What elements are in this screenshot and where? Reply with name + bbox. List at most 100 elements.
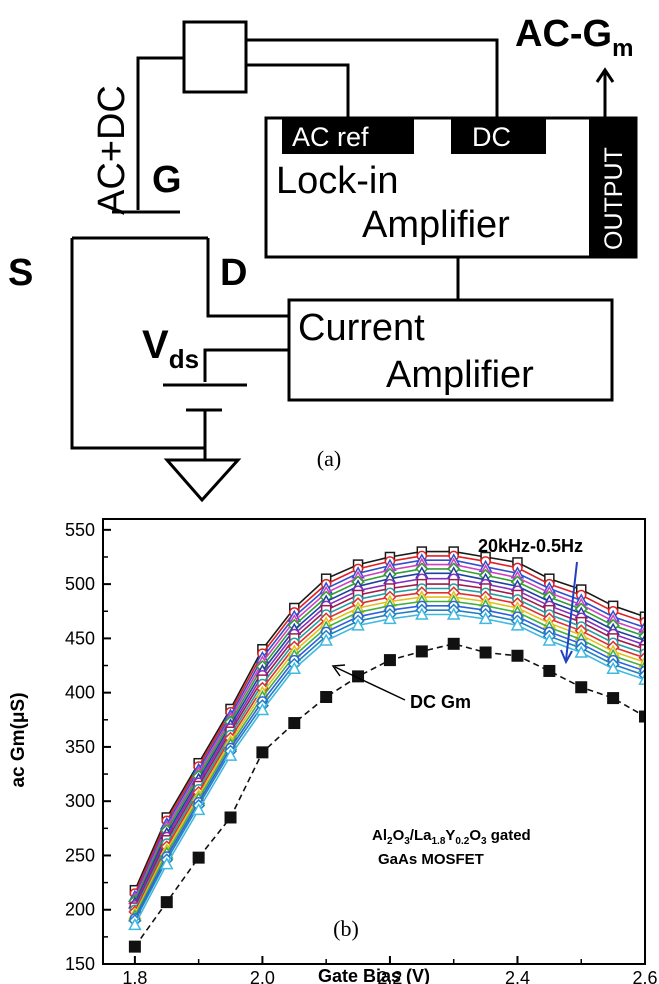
vds-sub: ds — [169, 344, 199, 374]
output-tab-text: OUTPUT — [600, 147, 628, 250]
frequency-range-label: 20kHz-0.5Hz — [478, 536, 583, 556]
gate-label: G — [152, 159, 182, 201]
data-point — [287, 661, 302, 675]
data-point — [510, 618, 525, 631]
frequency-arrowhead — [560, 649, 573, 665]
x-tick-label: 2.0 — [250, 968, 275, 984]
x-tick-label: 2.2 — [377, 968, 402, 984]
ground-symbol — [163, 458, 242, 503]
data-point — [639, 611, 645, 622]
data-point — [352, 670, 365, 683]
y-tick-label: 500 — [65, 574, 95, 594]
x-axis: 1.8 2.0 2.2 2.4 2.6 — [122, 956, 658, 984]
vds-main: V — [142, 323, 169, 367]
signal-box — [182, 20, 248, 94]
data-point — [159, 857, 174, 870]
series-15 — [128, 607, 645, 931]
current-amp-line1: Current — [298, 307, 425, 349]
plot-frame — [102, 518, 646, 965]
device-p4: Y — [445, 827, 455, 844]
data-point — [606, 661, 620, 675]
data-point — [543, 664, 556, 677]
dc-gm-label: DC Gm — [410, 692, 471, 712]
data-point — [638, 672, 645, 685]
chart-series-layer — [128, 546, 645, 953]
y-axis: 150 200 250 300 350 400 450 500 550 — [65, 520, 111, 974]
data-point — [574, 645, 589, 658]
ac-dc-label: AC+DC — [91, 85, 133, 215]
output-label: AC-Gm — [515, 13, 633, 62]
data-point — [607, 692, 620, 705]
data-point — [511, 649, 524, 662]
device-label-line1: Al2O3/La1.8Y0.2O3 gated — [372, 827, 531, 847]
data-point — [160, 896, 173, 909]
dc-gm-pointer-head — [331, 664, 346, 677]
data-point — [320, 691, 333, 703]
y-tick-label: 550 — [65, 520, 95, 540]
data-point — [319, 633, 333, 646]
device-p5: O — [469, 827, 481, 844]
data-point — [478, 611, 493, 625]
gate-wire — [136, 56, 184, 210]
device-s1: 2 — [387, 836, 393, 847]
series-16 — [128, 637, 645, 953]
x-axis-label: Gate Bias (V) — [318, 966, 430, 984]
device-s4: 0.2 — [455, 836, 469, 847]
x-tick-label: 2.6 — [632, 968, 657, 984]
y-tick-label: 250 — [65, 845, 95, 865]
data-point — [383, 611, 397, 625]
data-point — [256, 746, 269, 759]
ac-ref-text: AC ref — [292, 122, 369, 152]
data-point — [542, 633, 557, 646]
dc-text: DC — [472, 122, 511, 152]
data-point — [351, 618, 365, 631]
source-label: S — [8, 252, 33, 294]
device-p1: Al — [372, 827, 387, 844]
device-p3: /La — [410, 827, 432, 844]
data-point — [192, 851, 205, 864]
current-amp-line2: Amplifier — [386, 354, 534, 396]
series-line — [134, 642, 645, 948]
measurement-circuit — [70, 20, 638, 503]
lockin-line1: Lock-in — [276, 160, 399, 202]
drain-label: D — [220, 252, 247, 294]
data-point — [447, 637, 460, 650]
data-point — [415, 645, 428, 658]
frequency-arrow — [565, 561, 578, 661]
dc-wire — [246, 38, 499, 118]
caption-b: (b) — [333, 916, 359, 941]
data-point — [415, 607, 429, 620]
output-tab — [589, 118, 636, 257]
device-s2: 3 — [404, 836, 410, 847]
data-point — [128, 940, 141, 953]
y-tick-label: 400 — [65, 683, 95, 703]
dc-tab — [451, 118, 546, 154]
data-point — [288, 717, 301, 730]
data-point — [223, 748, 238, 761]
source-wire — [70, 238, 205, 450]
data-point — [383, 654, 396, 667]
y-tick-label: 450 — [65, 628, 95, 648]
device-p6: gated — [487, 827, 531, 844]
current-amplifier-box — [287, 298, 614, 402]
data-point — [446, 607, 461, 620]
device-s5: 3 — [481, 836, 487, 847]
gm-chart: 1.8 2.0 2.2 2.4 2.6 150 200 250 300 350 400 450 500… — [8, 518, 658, 984]
y-tick-label: 150 — [65, 954, 95, 974]
vds-wire — [203, 348, 289, 382]
dc-gm-pointer — [334, 666, 406, 701]
output-main: AC-G — [515, 13, 612, 55]
x-tick-label: 2.4 — [505, 968, 530, 984]
caption-a: (a) — [317, 446, 341, 471]
lockin-line2: Amplifier — [362, 204, 510, 246]
data-point — [575, 681, 588, 694]
device-p2: O — [393, 827, 405, 844]
data-point — [479, 646, 492, 659]
output-sub: m — [612, 35, 633, 62]
vds-label: Vds — [142, 323, 199, 374]
data-point — [224, 811, 237, 824]
drain-wire — [206, 238, 289, 318]
output-arrowhead — [595, 67, 615, 83]
y-tick-label: 200 — [65, 900, 95, 920]
